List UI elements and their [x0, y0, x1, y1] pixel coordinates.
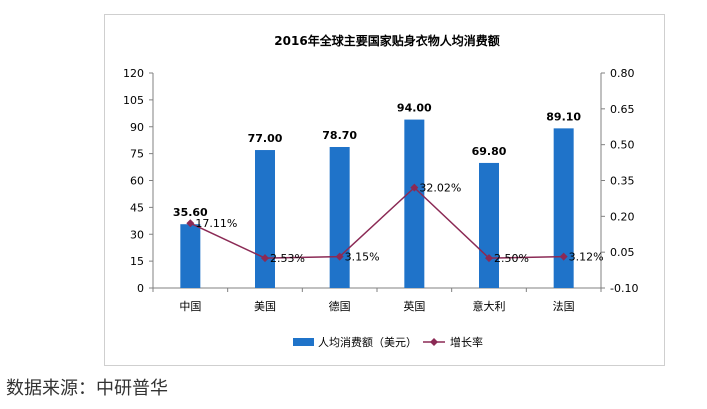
left-tick-label: 30 [130, 228, 144, 241]
bar-value-label: 35.60 [173, 206, 208, 219]
chart-frame: 2016年全球主要国家贴身衣物人均消费额 0 15 30 45 60 75 90 105 120 -… [104, 14, 665, 366]
bar [479, 162, 499, 288]
growth-rate-point [410, 183, 419, 192]
growth-rate-label: 17.11% [195, 217, 237, 230]
left-tick-label: 60 [130, 175, 144, 188]
legend-bar-label: 人均消费额（美元） [318, 335, 417, 349]
legend-line-marker [430, 338, 438, 346]
combo-chart: 2016年全球主要国家贴身衣物人均消费额 0 15 30 45 60 75 90 105 120 -… [123, 33, 638, 349]
x-tick-label: 意大利 [473, 299, 506, 313]
left-tick-label: 120 [123, 67, 144, 80]
bar [404, 119, 425, 288]
bar-value-label: 94.00 [397, 102, 432, 115]
growth-rate-label: 2.50% [494, 252, 529, 265]
bar [329, 146, 350, 288]
left-tick-label: 45 [130, 201, 144, 214]
legend-bar-swatch [293, 338, 314, 346]
right-tick-label: -0.10 [610, 282, 638, 295]
bar [180, 224, 201, 288]
growth-rate-label: 3.15% [345, 251, 380, 264]
growth-rate-point [559, 252, 568, 261]
growth-rate-label: 3.12% [569, 251, 604, 264]
left-tick-label: 105 [123, 94, 144, 107]
x-tick-label: 英国 [403, 299, 425, 313]
right-tick-label: 0.65 [610, 103, 635, 116]
right-tick-label: 0.80 [610, 67, 635, 80]
chart-title: 2016年全球主要国家贴身衣物人均消费额 [274, 33, 499, 48]
growth-rate-label: 32.02% [419, 182, 461, 195]
growth-rate-point [186, 219, 195, 228]
right-tick-label: 0.05 [610, 246, 635, 259]
right-tick-label: 0.50 [610, 139, 635, 152]
bar-value-label: 89.10 [546, 110, 581, 123]
bar [255, 150, 275, 288]
left-tick-label: 75 [130, 148, 144, 161]
bar-value-label: 69.80 [472, 145, 507, 158]
x-tick-label: 中国 [179, 300, 201, 313]
growth-rate-line [190, 186, 564, 259]
bar [553, 128, 574, 288]
growth-rate-label: 2.53% [270, 252, 305, 265]
data-source-note: 数据来源：中研普华 [6, 378, 168, 399]
bar-value-label: 77.00 [248, 132, 283, 145]
left-tick-label: 90 [130, 121, 144, 134]
bar-value-label: 78.70 [322, 129, 357, 142]
growth-rate-point [335, 252, 344, 261]
x-tick-label: 法国 [553, 299, 575, 313]
x-tick-label: 美国 [254, 300, 276, 313]
left-tick-label: 0 [137, 282, 144, 295]
growth-rate-point [485, 254, 493, 263]
x-tick-label: 德国 [329, 299, 351, 313]
right-tick-label: 0.20 [610, 210, 635, 223]
right-tick-label: 0.35 [610, 175, 635, 188]
legend-line-label: 增长率 [450, 335, 483, 349]
left-tick-label: 15 [130, 255, 144, 268]
